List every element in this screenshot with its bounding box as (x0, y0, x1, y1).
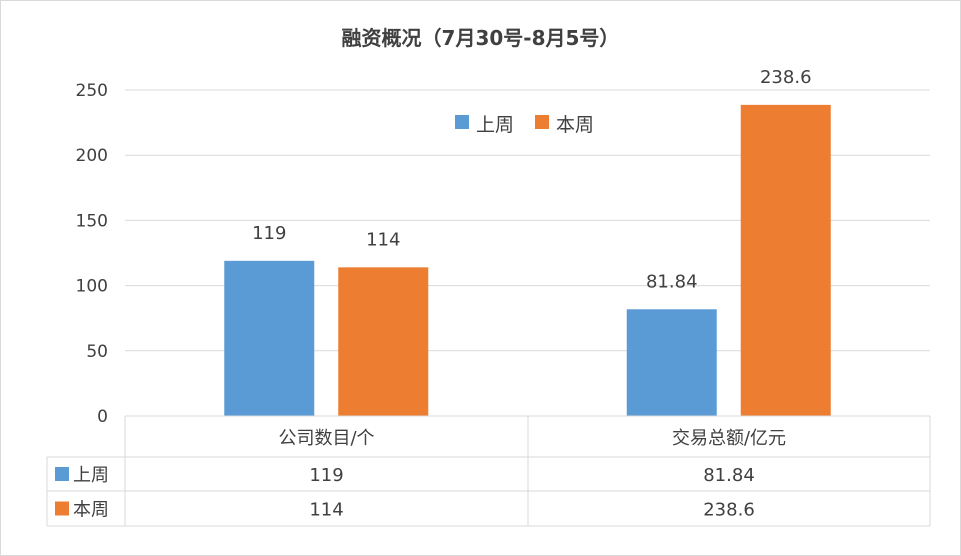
y-tick-label: 200 (76, 146, 108, 166)
bar (626, 309, 717, 416)
legend-swatch (535, 115, 549, 129)
table-cell: 81.84 (703, 465, 755, 486)
bar (740, 104, 831, 416)
chart-title: 融资概况（7月30号-8月5号） (341, 26, 620, 50)
data-label: 81.84 (646, 271, 698, 292)
legend-swatch (455, 115, 469, 129)
y-tick-label: 0 (97, 407, 108, 427)
table-header-cell: 交易总额/亿元 (672, 428, 786, 449)
data-label: 238.6 (760, 67, 812, 88)
table-cell: 238.6 (703, 500, 755, 521)
y-tick-label: 250 (76, 81, 108, 101)
bar (338, 267, 429, 416)
data-label: 114 (366, 229, 400, 250)
y-tick-label: 50 (86, 342, 108, 362)
table-legend-key (55, 467, 69, 481)
bar (224, 260, 315, 416)
table-row-label: 上周 (73, 465, 109, 486)
y-tick-label: 100 (76, 277, 108, 297)
table-cell: 119 (309, 465, 343, 486)
legend-label: 上周 (476, 114, 514, 136)
legend-label: 本周 (556, 114, 594, 136)
y-tick-label: 150 (76, 211, 108, 231)
table-cell: 114 (309, 500, 343, 521)
table-legend-key (55, 501, 69, 516)
data-label: 119 (252, 223, 286, 244)
table-row-label: 本周 (73, 500, 109, 521)
table-header-cell: 公司数目/个 (278, 428, 374, 449)
